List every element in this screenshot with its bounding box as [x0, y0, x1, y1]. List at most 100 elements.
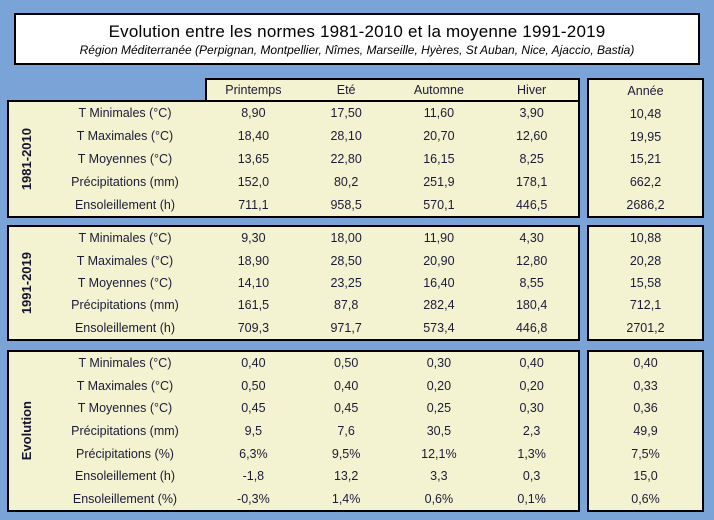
value-cell: 446,5 — [515, 197, 548, 212]
row-label: T Minimales (°C) — [78, 231, 172, 246]
table-row: T Minimales (°C) 0,40 0,50 0,30 0,40 — [43, 352, 578, 375]
value-cell: 18,40 — [237, 129, 270, 144]
value-cell: 28,50 — [330, 253, 362, 268]
value-cell: 0,20 — [426, 378, 452, 393]
row-label: T Minimales (°C) — [78, 356, 172, 371]
value-cell: 0,30 — [519, 401, 544, 416]
value-cell: 9,5% — [331, 446, 361, 461]
value-cell: 12,80 — [515, 253, 548, 268]
value-cell: 14,10 — [237, 276, 270, 291]
value-cell: 20,70 — [423, 129, 455, 144]
season-header-hiver: Hiver — [517, 83, 547, 97]
value-cell: 0,20 — [519, 378, 544, 393]
value-cell: 0,25 — [426, 401, 452, 416]
value-cell: 13,65 — [237, 151, 270, 166]
group-label-evolution: Evolution — [18, 401, 34, 461]
table-row: Précipitations (%) 6,3% 9,5% 12,1% 1,3% — [43, 442, 578, 465]
value-cell: 87,8 — [333, 298, 359, 313]
value-cell: 180,4 — [515, 298, 548, 313]
value-cell: -1,8 — [242, 469, 265, 484]
row-label: Précipitations (mm) — [71, 424, 179, 439]
value-cell: 18,00 — [330, 231, 362, 246]
value-cell: 6,3% — [239, 446, 268, 461]
table-row: T Minimales (°C) 9,30 18,00 11,90 4,30 — [43, 227, 578, 249]
value-cell: 3,3 — [430, 469, 448, 484]
value-cell: 12,60 — [515, 129, 548, 144]
group-label-1981-2010: 1981-2010 — [18, 127, 34, 191]
title-box: Evolution entre les normes 1981-2010 et … — [14, 13, 700, 65]
value-cell: 8,55 — [519, 276, 544, 291]
annee-cell: 19,95 — [629, 129, 662, 144]
value-cell: 12,1% — [421, 446, 457, 461]
row-label: Ensoleillement (h) — [74, 320, 176, 335]
value-cell: 709,3 — [237, 320, 270, 335]
annee-cell: 662,2 — [629, 175, 662, 190]
value-cell: 573,4 — [423, 320, 455, 335]
annee-cell: 0,36 — [633, 401, 658, 416]
table-row: T Maximales (°C) 18,90 28,50 20,90 12,80 — [43, 249, 578, 271]
value-cell: 18,90 — [237, 253, 270, 268]
section-rows: T Minimales (°C) 9,30 18,00 11,90 4,30 T… — [43, 227, 578, 339]
value-cell: 9,5 — [244, 424, 263, 439]
annee-cell: 0,33 — [633, 378, 658, 393]
value-cell: 0,50 — [333, 356, 359, 371]
value-cell: 0,45 — [333, 401, 359, 416]
group-label-1991-2019: 1991-2019 — [18, 251, 34, 315]
annee-cell: 0,40 — [633, 356, 658, 371]
row-label: T Maximales (°C) — [76, 378, 174, 393]
value-cell: 22,80 — [330, 151, 362, 166]
row-label: T Maximales (°C) — [76, 129, 174, 144]
annee-column-1991-2019: 10,88 20,28 15,58 712,1 2701,2 — [587, 225, 704, 341]
value-cell: 0,50 — [241, 378, 266, 393]
value-cell: 971,7 — [330, 320, 362, 335]
section-1981-2010: 1981-2010 T Minimales (°C) 8,90 17,50 11… — [7, 100, 580, 218]
row-label: Précipitations (mm) — [71, 298, 179, 313]
value-cell: 4,30 — [519, 231, 544, 246]
section-1991-2019: 1991-2019 T Minimales (°C) 9,30 18,00 11… — [7, 225, 580, 341]
page-title: Evolution entre les normes 1981-2010 et … — [108, 21, 606, 41]
group-column: Evolution — [9, 352, 43, 510]
value-cell: 251,9 — [423, 174, 455, 189]
value-cell: 711,1 — [238, 197, 269, 212]
row-label: Précipitations (%) — [76, 446, 174, 461]
value-cell: 8,90 — [241, 106, 266, 121]
value-cell: 0,40 — [333, 378, 359, 393]
value-cell: 958,5 — [330, 197, 362, 212]
value-cell: 0,6% — [424, 491, 454, 506]
value-cell: 16,15 — [423, 151, 455, 166]
table-row: Ensoleillement (%) -0,3% 1,4% 0,6% 0,1% — [43, 487, 578, 510]
value-cell: 446,8 — [515, 320, 548, 335]
value-cell: 9,30 — [241, 231, 266, 246]
annee-column-evolution: 0,40 0,33 0,36 49,9 7,5% 15,0 0,6% — [587, 350, 704, 512]
table-row: T Maximales (°C) 18,40 28,10 20,70 12,60 — [43, 125, 578, 148]
row-label: T Moyennes (°C) — [77, 151, 173, 166]
annee-cell: 2701,2 — [626, 320, 665, 335]
table-row: Ensoleillement (h) 711,1 958,5 570,1 446… — [43, 193, 578, 216]
table-row: Précipitations (mm) 152,0 80,2 251,9 178… — [43, 170, 578, 193]
annee-cell: 15,58 — [629, 276, 662, 291]
row-label: Ensoleillement (h) — [74, 469, 176, 484]
value-cell: 16,40 — [423, 276, 455, 291]
row-label: T Minimales (°C) — [78, 106, 172, 121]
value-cell: 11,60 — [423, 106, 455, 121]
annee-header: Année — [627, 84, 664, 99]
value-cell: 0,45 — [241, 401, 266, 416]
section-evolution: Evolution T Minimales (°C) 0,40 0,50 0,3… — [7, 350, 580, 512]
annee-cell: 10,88 — [629, 231, 662, 246]
season-header-automne: Automne — [413, 83, 464, 97]
row-label: T Moyennes (°C) — [77, 276, 173, 291]
row-label: Ensoleillement (h) — [74, 197, 176, 212]
value-cell: 1,4% — [331, 491, 361, 506]
value-cell: 28,10 — [330, 129, 362, 144]
value-cell: 152,0 — [237, 174, 270, 189]
annee-column-1981-2010: Année 10,48 19,95 15,21 662,2 2686,2 — [587, 78, 704, 218]
value-cell: 0,30 — [426, 356, 452, 371]
row-label: T Maximales (°C) — [76, 253, 174, 268]
value-cell: 13,2 — [333, 469, 359, 484]
annee-cell: 49,9 — [633, 424, 658, 439]
value-cell: 7,6 — [337, 424, 355, 439]
value-cell: 3,90 — [519, 106, 544, 121]
row-label: Ensoleillement (%) — [72, 491, 178, 506]
section-rows: T Minimales (°C) 8,90 17,50 11,60 3,90 T… — [43, 102, 578, 216]
annee-cell: 2686,2 — [626, 197, 665, 212]
